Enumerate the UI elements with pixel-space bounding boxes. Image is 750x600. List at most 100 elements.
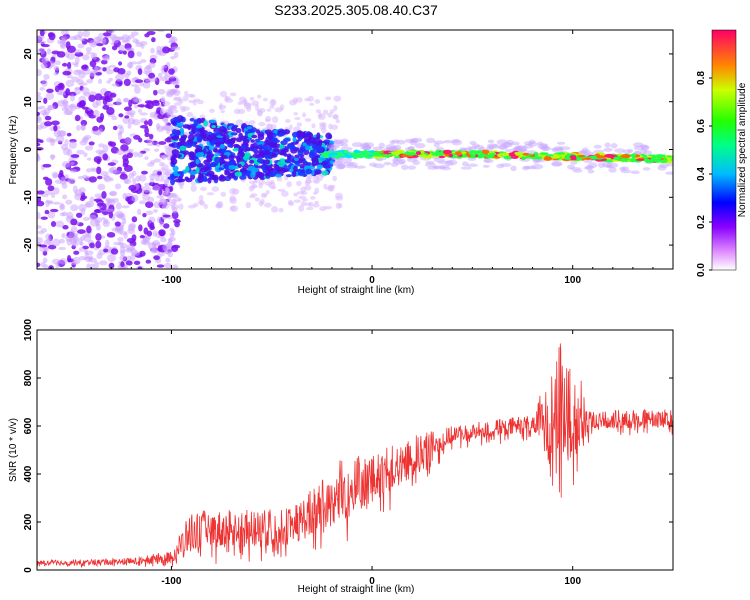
spectrogram-cell [587,162,598,169]
spectrogram-cell [56,134,65,143]
spectrogram-cell [409,139,418,145]
spectrogram-cell [270,179,275,185]
spectrogram-cell [47,211,56,219]
spectrogram-cell [102,144,109,153]
spectrogram-cell [172,264,179,269]
spectrogram-cell [613,156,621,161]
spectrogram-cell [145,201,154,209]
spectrogram-cell [140,239,148,245]
spectrogram-cell [119,173,128,180]
spectrogram-cell [245,201,251,209]
spectrogram-cell [44,189,53,196]
spectrogram-cell [171,149,180,155]
spectrogram-cell [133,151,139,158]
spectrogram-cell [400,154,408,158]
spectrogram-cell [415,151,422,156]
spectrogram-cell [95,233,102,241]
spectrogram-cell [91,168,97,173]
spectrogram-cell [380,154,387,157]
spectrogram-cell [335,155,340,160]
spectrogram-cell [660,159,668,163]
spectrogram-cell [421,154,427,157]
spectrogram-cell [207,177,212,184]
spectrogram-cell [315,109,322,114]
spectrogram-cell [122,97,130,103]
spectrogram-cell [140,59,147,63]
spectrogram-cell [228,154,235,162]
spectrogram-cell [86,78,94,84]
spectrogram-cell [103,218,109,225]
spectrogram-cell [487,139,495,144]
spectrogram-cell [130,83,139,88]
spectrogram-cell [522,152,530,156]
spectrogram-cell [93,109,100,118]
spectrogram-cell [228,164,236,170]
spectrogram-cell [136,51,142,57]
spectrogram-cell [237,108,246,115]
y-tick-label: 20 [23,48,34,60]
spectrogram-cell [67,61,72,70]
spectrogram-cell [37,138,42,143]
spectrogram-cell [145,259,152,264]
spectrogram-cell [89,60,97,68]
spectrogram-cell [71,76,80,83]
spectrogram-cell [68,140,77,149]
spectrogram-cell [171,46,181,51]
spectrogram-cell [85,202,92,208]
spectrogram-cell [292,136,297,143]
spectrogram-cell [114,183,122,190]
spectrogram-cell [114,221,121,227]
spectrogram-cell [201,178,209,182]
spectrogram-cell [40,261,46,268]
spectrogram-cell [139,125,149,129]
spectrogram-cell [219,143,226,149]
spectrogram-cell [232,147,240,152]
spectrogram-cell [262,97,268,102]
spectrogram-cell [193,119,199,126]
spectrogram-cell [102,67,107,72]
spectrogram-cell [250,171,256,179]
spectrogram-cell [250,143,255,150]
spectrogram-cell [211,139,218,143]
spectrogram-cell [66,75,74,79]
spectrogram-cell [254,197,260,202]
spectrogram-cell [40,62,48,69]
spectrogram-cell [126,152,133,159]
spectrogram-cell [126,62,134,69]
spectrogram-cell [108,262,115,269]
spectrogram-cell [543,152,549,155]
spectrogram-cell [144,156,149,161]
spectrogram-cell [134,79,144,84]
spectrogram-cell [220,191,227,197]
spectrogram-cell [246,105,252,112]
spectrogram-cell [39,244,48,248]
spectrogram-cell [105,197,111,203]
spectrogram-cell [145,79,153,83]
spectrogram-cell [248,120,256,125]
spectrogram-cell [144,182,150,187]
spectrogram-cell [269,104,275,109]
spectrogram-cell [117,237,124,242]
spectrogram-cell [198,194,204,202]
spectrogram-cell [142,185,152,193]
spectrogram-cell [319,124,327,131]
spectrogram-cell [209,108,215,113]
spectrogram-cell [155,50,164,56]
spectrogram-cell [41,57,49,64]
snr-frame [36,329,674,571]
spectrogram-cell [230,132,238,136]
spectrogram-cell [50,154,55,161]
spectrogram-cell [99,37,107,42]
spectrogram-cell [293,160,300,165]
spectrogram-cell [337,151,343,155]
spectrogram-cell [191,128,196,134]
spectrogram-cell [372,146,384,151]
spectrogram-cell [162,46,171,54]
spectrogram-cell [103,175,112,183]
spectrogram-cell [156,264,165,268]
spectrogram-cell [249,96,255,101]
spectrogram-cell [578,150,588,154]
spectrogram-cell [178,203,184,210]
spectrogram-cell [93,156,102,163]
